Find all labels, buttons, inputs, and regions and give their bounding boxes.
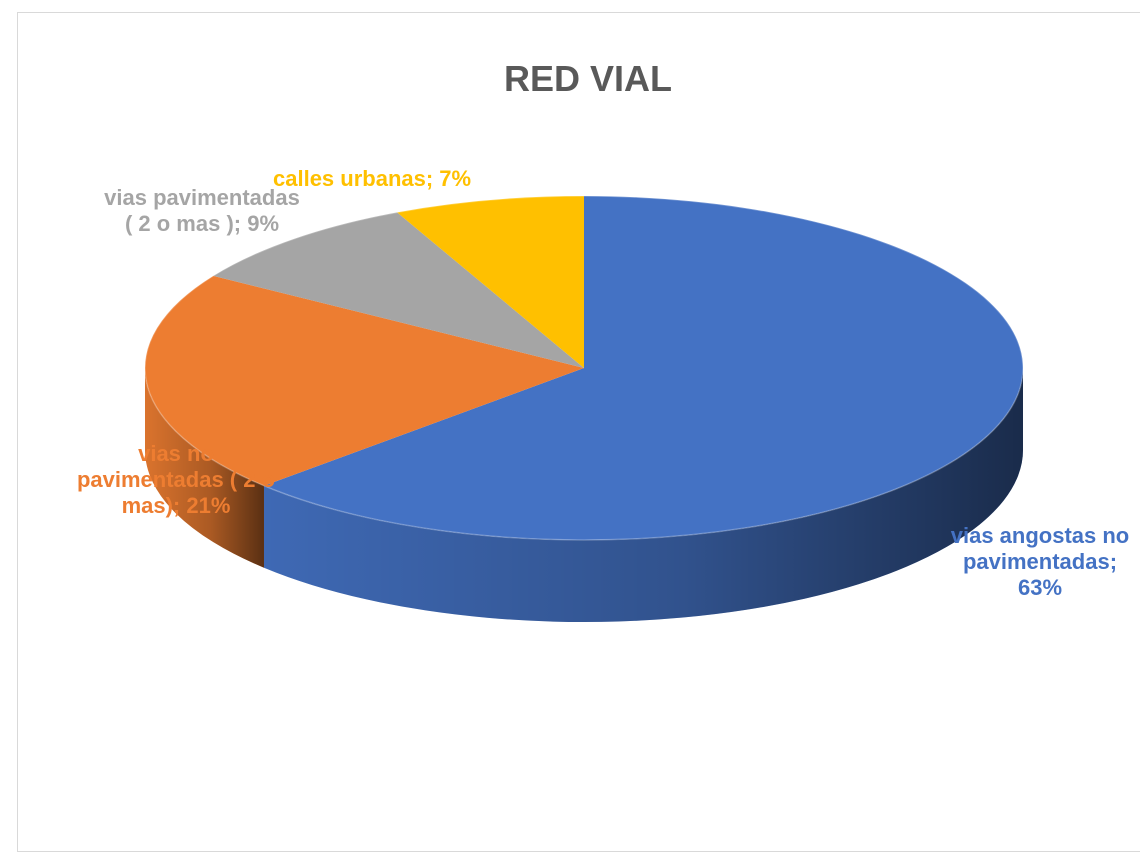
chart-title: RED VIAL [503, 58, 672, 99]
pie-chart [144, 195, 1024, 623]
data-label-vias-no-pavimentadas: vias no pavimentadas ( 2 o mas); 21% [76, 441, 276, 518]
data-label-vias-pavimentadas: vias pavimentadas ( 2 o mas ); 9% [104, 185, 300, 236]
pie-slice-vias-no-pavimentadas-2-o-mas [144, 275, 584, 486]
pie-slice-vias-pavimentadas-2-o-mas [213, 212, 585, 368]
pie-rim [144, 195, 1024, 541]
pie-side-shade-vias-no-pavimentadas-2-o-mas [145, 368, 264, 568]
data-label-vias-angostas: vias angostas no pavimentadas; 63% [950, 523, 1130, 600]
pie-slice-vias-angostas-no-pavimentadas [263, 196, 1023, 540]
chart-area: RED VIAL calles urbanas; 7% vias pavimen… [17, 12, 1140, 852]
data-label-calles-urbanas: calles urbanas; 7% [273, 166, 472, 191]
pie-slice-calles-urbanas [397, 196, 584, 368]
pie-side-shade-vias-angostas-no-pavimentadas [263, 368, 1023, 623]
